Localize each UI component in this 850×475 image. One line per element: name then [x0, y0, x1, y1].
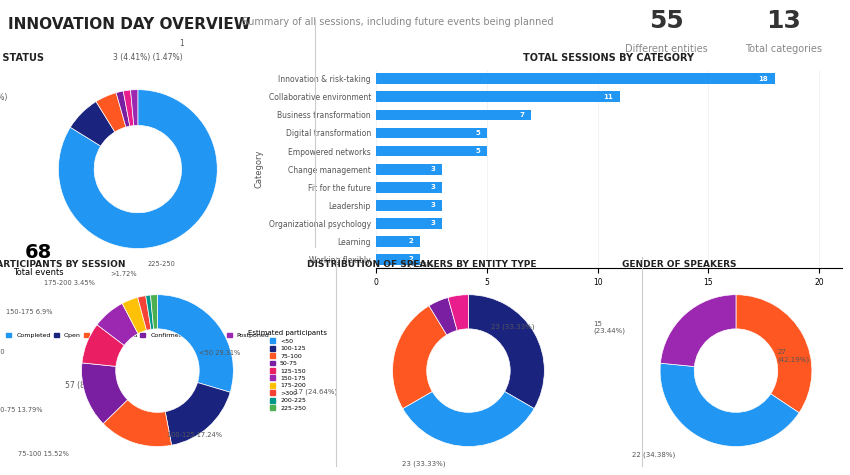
Text: 68: 68 [25, 243, 52, 262]
Text: GENDER OF SPEAKERS: GENDER OF SPEAKERS [622, 260, 737, 269]
Wedge shape [448, 294, 468, 331]
Wedge shape [96, 93, 126, 132]
Text: 18: 18 [758, 76, 768, 82]
Text: EVENTS BY STATUS: EVENTS BY STATUS [0, 54, 44, 64]
Legend: Completed, Open, Not Published, Confirmed, Engaged, Postponed: Completed, Open, Not Published, Confirme… [3, 318, 272, 341]
Wedge shape [131, 90, 138, 125]
Text: 100-125 17.24%: 100-125 17.24% [167, 432, 222, 438]
Wedge shape [59, 90, 218, 248]
Wedge shape [138, 295, 151, 330]
Wedge shape [71, 102, 115, 146]
Wedge shape [429, 297, 457, 335]
Bar [376, 146, 487, 156]
Text: 175-200 3.45%: 175-200 3.45% [43, 280, 94, 286]
Text: 17 (24.64%): 17 (24.64%) [294, 389, 337, 395]
Text: 2: 2 [409, 238, 414, 244]
Text: 5 (7.35%): 5 (7.35%) [0, 93, 8, 102]
Text: Total categories: Total categories [745, 44, 822, 54]
Text: 3: 3 [431, 184, 436, 190]
Wedge shape [660, 294, 736, 367]
Text: 23 (33.33%): 23 (33.33%) [402, 460, 445, 467]
Wedge shape [150, 294, 157, 329]
Bar [376, 164, 442, 174]
Text: 3: 3 [431, 220, 436, 226]
Text: 125-150
8.62%: 125-150 8.62% [0, 349, 5, 362]
Bar [376, 254, 420, 265]
Text: 2: 2 [409, 256, 414, 262]
Bar [376, 200, 442, 210]
Wedge shape [82, 363, 128, 424]
Text: 27
(42.19%): 27 (42.19%) [778, 349, 810, 362]
Text: ESTIMATED PARTICIPANTS BY SESSION: ESTIMATED PARTICIPANTS BY SESSION [0, 260, 125, 269]
Text: 1: 1 [179, 39, 184, 48]
Wedge shape [82, 325, 124, 366]
Text: 3 (4.41%) (1.47%): 3 (4.41%) (1.47%) [113, 53, 183, 62]
Text: Total events: Total events [14, 268, 64, 277]
Wedge shape [468, 294, 544, 408]
Bar [376, 182, 442, 192]
Bar [376, 128, 487, 138]
Title: TOTAL SESSIONS BY CATEGORY: TOTAL SESSIONS BY CATEGORY [523, 54, 694, 64]
Bar [376, 236, 420, 247]
Wedge shape [97, 304, 138, 345]
Text: 3: 3 [431, 166, 436, 172]
Text: 7: 7 [519, 112, 524, 118]
Text: 55: 55 [649, 10, 684, 34]
Y-axis label: Category: Category [254, 150, 263, 189]
Text: 3 (4.35%): 3 (4.35%) [402, 261, 436, 268]
Text: 5: 5 [475, 130, 480, 136]
Legend: <50, 100-125, 75-100, 50-75, 125-150, 150-175, 175-200, >300, 200-225, 225-250: <50, 100-125, 75-100, 50-75, 125-150, 15… [246, 328, 330, 413]
Bar [376, 218, 442, 228]
Text: 225-250: 225-250 [148, 261, 176, 267]
Wedge shape [403, 391, 534, 446]
Text: 13: 13 [766, 10, 801, 34]
Wedge shape [736, 294, 812, 413]
Text: 50-75 13.79%: 50-75 13.79% [0, 408, 42, 413]
Text: 57 (83.82%): 57 (83.82%) [65, 380, 111, 390]
Text: <50 29.31%: <50 29.31% [199, 351, 241, 356]
Wedge shape [393, 306, 447, 408]
Text: DISTRIBUTION OF SPEAKERS BY ENTITY TYPE: DISTRIBUTION OF SPEAKERS BY ENTITY TYPE [307, 260, 536, 269]
Text: INNOVATION DAY OVERVIEW: INNOVATION DAY OVERVIEW [8, 18, 251, 32]
Wedge shape [660, 363, 799, 446]
Wedge shape [103, 400, 172, 446]
Text: 15
(23.44%): 15 (23.44%) [593, 321, 626, 334]
Text: 75-100 15.52%: 75-100 15.52% [18, 451, 69, 457]
Text: 3: 3 [431, 202, 436, 208]
Text: 150-175 6.9%: 150-175 6.9% [6, 309, 52, 315]
Bar [376, 110, 531, 120]
Text: Different entities: Different entities [626, 44, 708, 54]
Bar [376, 92, 620, 102]
Wedge shape [122, 297, 146, 333]
Text: 23 (33.33%): 23 (33.33%) [491, 324, 535, 331]
Text: 22 (34.38%): 22 (34.38%) [632, 451, 675, 457]
Text: Summary of all sessions, including future events being planned: Summary of all sessions, including futur… [241, 18, 553, 28]
Wedge shape [157, 294, 234, 392]
Wedge shape [145, 295, 154, 329]
Wedge shape [123, 90, 133, 126]
Wedge shape [116, 91, 130, 127]
Text: 5: 5 [475, 148, 480, 154]
Wedge shape [165, 382, 230, 445]
Bar [376, 74, 775, 84]
Text: 11: 11 [604, 94, 613, 100]
Text: >1.72%: >1.72% [110, 271, 137, 277]
